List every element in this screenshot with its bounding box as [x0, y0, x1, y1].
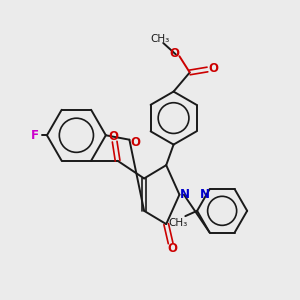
Text: O: O — [131, 136, 141, 148]
Text: N: N — [200, 188, 210, 201]
Text: O: O — [108, 130, 118, 143]
Text: CH₃: CH₃ — [151, 34, 170, 44]
Text: O: O — [167, 242, 177, 255]
Text: O: O — [169, 47, 179, 60]
Text: O: O — [208, 62, 218, 75]
Text: CH₃: CH₃ — [168, 218, 188, 228]
Text: N: N — [180, 188, 190, 201]
Text: F: F — [31, 129, 39, 142]
